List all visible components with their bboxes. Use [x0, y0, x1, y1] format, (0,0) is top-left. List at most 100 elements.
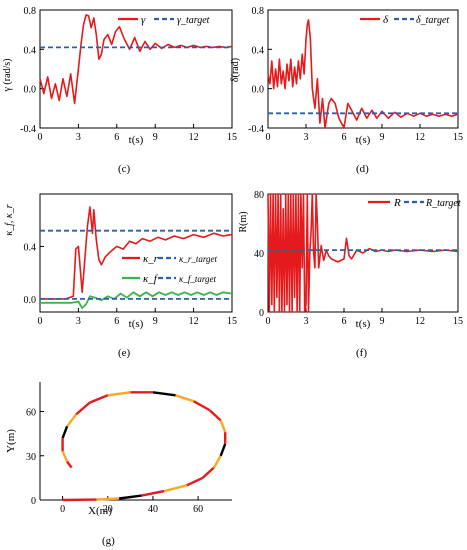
panel-c: -0.4 0.0 0.4 0.8 0 3 6 9 12 15 t(s) γ (rad/s) γ …: [2, 6, 237, 175]
trajectory-segment: [186, 476, 204, 487]
y-tick-label: 0.8: [24, 6, 37, 17]
y-axis-ticks: 0 30 60: [26, 408, 44, 507]
x-tick-label: 15: [453, 316, 463, 327]
legend-label-actual: γ: [141, 14, 146, 26]
trajectory-segment: [175, 394, 194, 403]
x-tick-label: 6: [342, 316, 347, 327]
x-tick-label: 9: [153, 132, 158, 143]
chart-lines: [39, 14, 233, 105]
x-axis-label: t(s): [356, 318, 371, 330]
legend-label-kf-target: κ_f_target: [179, 274, 216, 284]
x-tick-label: 9: [380, 316, 385, 327]
y-axis-label: Y(m): [5, 429, 17, 453]
trajectory-segment: [66, 460, 73, 469]
series-line-actual: [40, 206, 233, 300]
y-tick-label: 40: [254, 249, 264, 260]
x-tick-label: 40: [148, 504, 158, 515]
trajectory-segment: [96, 497, 120, 501]
plot-frame: [267, 9, 459, 129]
legend: κ_r κ_r_target κ_f κ_f_target: [122, 253, 217, 285]
series-line-kf: [40, 291, 233, 310]
x-axis-ticks: 0 3 6 9 12 15: [38, 308, 237, 327]
x-tick-label: 20: [103, 504, 113, 515]
y-axis-label: κ_f, κ_r: [4, 204, 15, 235]
x-tick-label: 6: [114, 316, 119, 327]
trajectory-segment: [89, 394, 109, 404]
y-tick-label: 0.0: [252, 85, 265, 96]
trajectory-segment: [219, 419, 227, 433]
x-tick-label: 9: [153, 316, 158, 327]
legend-label-actual: δ: [383, 14, 389, 26]
trajectory-segment: [141, 489, 165, 497]
y-tick-label: 0.4: [252, 45, 265, 56]
x-tick-label: 15: [227, 132, 237, 143]
chart-lines: [40, 206, 233, 310]
y-tick-label: 80: [254, 190, 264, 201]
series-line-actual: [267, 193, 459, 313]
x-tick-label: 12: [189, 316, 199, 327]
panel-caption: (e): [118, 347, 131, 359]
y-axis-ticks: -0.4 0.0 0.4 0.8: [248, 6, 272, 135]
trajectory-segment: [107, 391, 131, 397]
legend: δ δ_target: [360, 14, 449, 26]
panel-g: 0 30 60 0 20 40 60 X(m) Y(m) (g): [5, 382, 232, 547]
chart-lines: [267, 18, 459, 129]
chart-lines: [267, 193, 459, 313]
y-tick-label: 0: [31, 496, 36, 507]
x-tick-label: 12: [415, 316, 425, 327]
panel-d: -0.4 0.0 0.4 0.8 0 3 6 9 12 15 t(s) δ(rad) δ δ_t…: [230, 6, 463, 175]
y-axis-label: R(m): [238, 211, 249, 232]
legend-label-kr: κ_r: [143, 253, 159, 265]
trajectory-segment: [152, 391, 176, 397]
x-tick-label: 3: [76, 132, 81, 143]
panel-caption: (c): [118, 163, 131, 175]
x-tick-label: 0: [266, 132, 271, 143]
x-tick-label: 15: [227, 316, 237, 327]
trajectory-segment: [75, 401, 91, 416]
y-axis-label: γ (rad/s): [2, 58, 13, 92]
x-tick-label: 9: [380, 132, 385, 143]
x-tick-label: 60: [193, 504, 203, 515]
y-tick-label: 0.0: [24, 295, 37, 306]
trajectory-segment: [61, 450, 69, 463]
panel-e: 0.0 0.4 0 3 6 9 12 15 t(s) κ_f, κ_r κ_r κ_r_ta…: [4, 193, 237, 359]
legend: γ γ_target: [118, 14, 210, 26]
y-tick-label: 0.4: [24, 242, 37, 253]
y-tick-label: 30: [26, 452, 36, 463]
panel-caption: (g): [102, 535, 115, 547]
panel-caption: (d): [356, 163, 369, 175]
x-axis-label: t(s): [129, 318, 144, 330]
trajectory-segment: [61, 425, 69, 439]
y-tick-label: 0.4: [24, 45, 37, 56]
plot-frame: [39, 193, 233, 313]
legend-label-target: R_target: [425, 198, 461, 209]
x-axis-ticks: 0 3 6 9 12 15: [266, 124, 463, 143]
legend-label-target: δ_target: [416, 15, 449, 26]
legend-label-actual: R: [393, 197, 401, 209]
legend: R R_target: [368, 197, 461, 209]
trajectory-segment: [208, 409, 222, 422]
x-axis-label: t(s): [129, 134, 144, 146]
x-tick-label: 0: [266, 316, 271, 327]
x-tick-label: 0: [60, 504, 65, 515]
y-tick-label: 0.0: [24, 85, 37, 96]
x-tick-label: 3: [304, 316, 309, 327]
x-axis-ticks: 0 3 6 9 12 15: [266, 308, 463, 327]
y-tick-label: 60: [26, 408, 36, 419]
x-tick-label: 3: [304, 132, 309, 143]
x-tick-label: 0: [38, 316, 43, 327]
x-tick-label: 6: [114, 132, 119, 143]
x-tick-label: 6: [342, 132, 347, 143]
y-axis-label: δ(rad): [230, 58, 241, 82]
legend-label-target: γ_target: [177, 15, 210, 26]
series-line-actual: [267, 18, 459, 129]
y-tick-label: -0.4: [248, 124, 264, 135]
trajectory-segment: [201, 466, 215, 479]
x-tick-label: 12: [415, 132, 425, 143]
x-tick-label: 12: [189, 132, 199, 143]
trajectory-segment: [118, 494, 142, 500]
legend-label-kf: κ_f: [143, 273, 159, 285]
trajectory-segment: [66, 413, 78, 428]
trajectory-segment: [219, 443, 227, 457]
